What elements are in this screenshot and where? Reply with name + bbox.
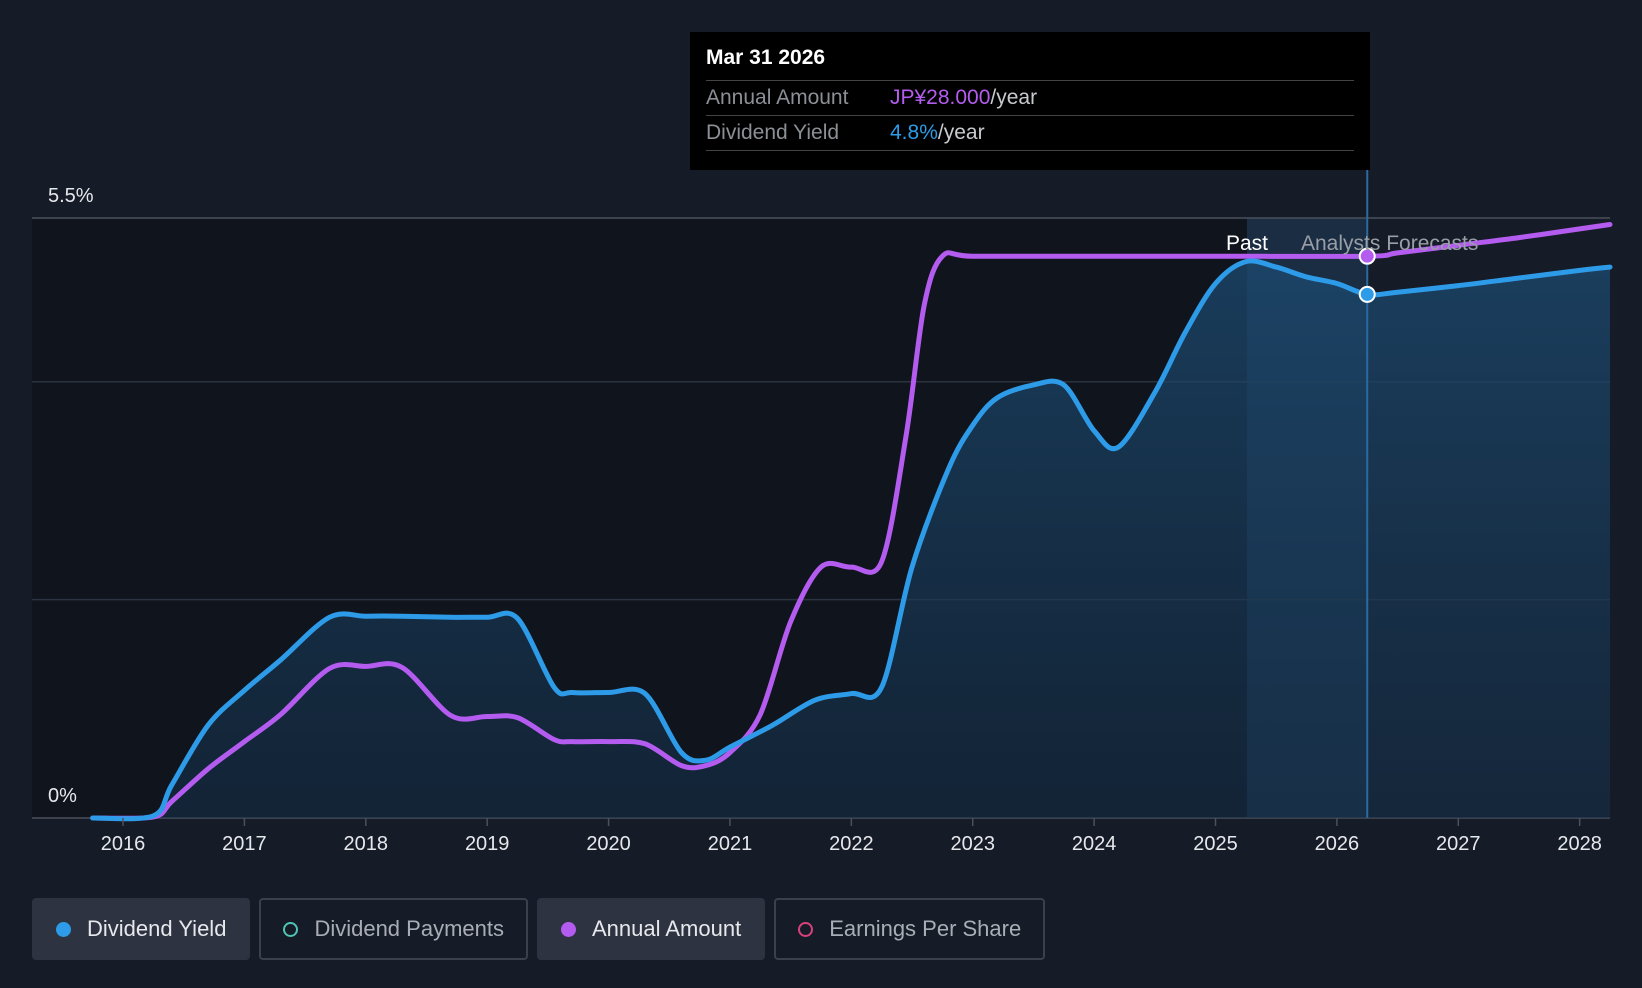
- tooltip-yield-unit: /year: [937, 121, 985, 144]
- x-tick-label: 2017: [222, 833, 267, 855]
- legend-label: Earnings Per Share: [829, 916, 1022, 941]
- x-tick-label: 2021: [708, 833, 753, 855]
- past-label: Past: [1226, 232, 1268, 255]
- dividend-yield-area: [92, 260, 1611, 819]
- tooltip-annual-row: Annual Amount JP¥28.000 /year: [706, 81, 1354, 116]
- legend-label: Dividend Payments: [314, 916, 504, 941]
- x-tick-label: 2026: [1315, 833, 1360, 855]
- legend-annual-amount[interactable]: Annual Amount: [536, 898, 766, 960]
- x-tick-label: 2019: [465, 833, 510, 855]
- x-tick-label: 2027: [1436, 833, 1481, 855]
- tooltip-yield-value: 4.8%: [890, 121, 938, 144]
- legend-label: Dividend Yield: [87, 916, 227, 941]
- x-tick-label: 2020: [586, 833, 631, 855]
- forecast-label: Analysts Forecasts: [1301, 232, 1478, 255]
- tooltip-yield-row: Dividend Yield 4.8% /year: [706, 116, 1354, 151]
- x-tick-label: 2016: [101, 833, 146, 855]
- tooltip-annual-label: Annual Amount: [706, 86, 849, 109]
- earnings-per-share-ring-icon: [798, 921, 814, 937]
- x-tick-label: 2023: [950, 833, 995, 855]
- axis-ticks: 2016 2017 2018 2019 2020 2021 2022 2023 2024 2025…: [48, 185, 1602, 855]
- x-tick-label: 2018: [344, 833, 389, 855]
- y-tick-label-max: 5.5%: [48, 185, 94, 207]
- legend-label: Annual Amount: [591, 916, 742, 941]
- tooltip: Mar 31 2026 Annual Amount JP¥28.000 /yea…: [690, 32, 1370, 170]
- legend-dividend-payments[interactable]: Dividend Payments: [259, 898, 528, 960]
- legend-dividend-yield[interactable]: Dividend Yield: [32, 898, 251, 960]
- x-tick-label: 2025: [1193, 833, 1238, 855]
- x-tick-label: 2024: [1072, 833, 1117, 855]
- y-tick-label-min: 0%: [48, 785, 77, 807]
- legend-earnings-per-share[interactable]: Earnings Per Share: [774, 898, 1046, 960]
- tooltip-annual-unit: /year: [990, 86, 1038, 109]
- dividend-yield-line: [90, 258, 1613, 822]
- dividend-payments-ring-icon: [283, 921, 299, 937]
- dividend-yield-marker[interactable]: [1358, 285, 1376, 303]
- tooltip-annual-value: JP¥28.000: [890, 86, 991, 109]
- annual-amount-marker[interactable]: [1358, 247, 1376, 265]
- x-tick-label: 2022: [829, 833, 874, 855]
- tooltip-date: Mar 31 2026: [706, 46, 1354, 81]
- tooltip-yield-label: Dividend Yield: [706, 121, 840, 144]
- x-tick-label: 2028: [1557, 833, 1602, 855]
- legend: Dividend Yield Dividend Payments Annual …: [32, 898, 1046, 960]
- annual-amount-dot-icon: [560, 921, 576, 937]
- dividend-yield-dot-icon: [56, 921, 71, 937]
